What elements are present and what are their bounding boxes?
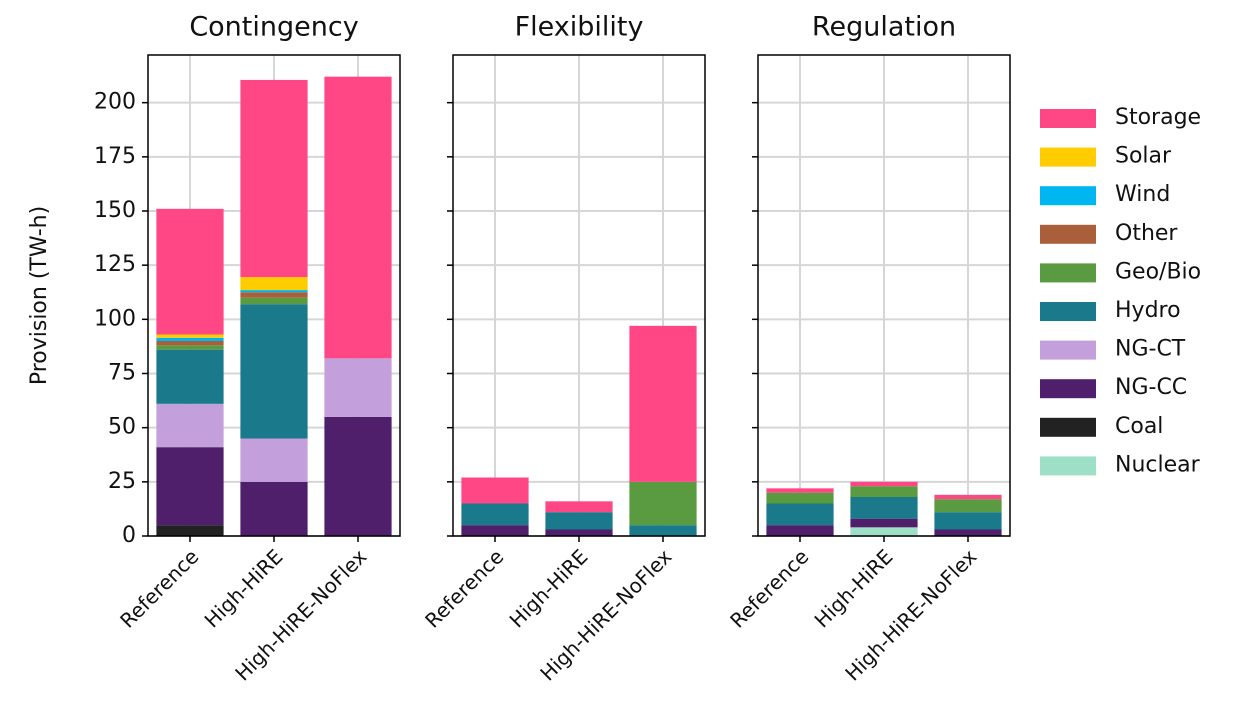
y-tick-label: 75 xyxy=(108,361,136,386)
bar-segment xyxy=(156,337,224,341)
bar-segment xyxy=(545,501,613,513)
bar-segment xyxy=(461,525,529,536)
bar-segment xyxy=(850,481,918,487)
bar-segment xyxy=(240,292,308,298)
bar-segment xyxy=(850,527,918,536)
bar-segment xyxy=(324,416,392,536)
legend-label: Other xyxy=(1115,221,1178,246)
bar-segment xyxy=(629,481,697,526)
legend-label: Geo/Bio xyxy=(1115,259,1201,284)
legend-label: Hydro xyxy=(1115,298,1181,323)
bar-segment xyxy=(461,503,529,526)
bar-segment xyxy=(850,486,918,497)
x-tick-label: High-HiRE xyxy=(200,544,288,632)
legend-label: Storage xyxy=(1115,105,1201,130)
bar-segment xyxy=(766,525,834,536)
legend-swatch xyxy=(1040,186,1096,206)
legend-swatch xyxy=(1040,147,1096,167)
bar-segment xyxy=(324,358,392,417)
legend-label: Wind xyxy=(1115,182,1170,207)
legend-swatch xyxy=(1040,302,1096,321)
panel-title: Regulation xyxy=(812,12,956,43)
y-tick-label: 175 xyxy=(94,144,136,169)
bar-segment xyxy=(156,208,224,335)
y-axis-label: Provision (TW-h) xyxy=(27,206,52,385)
legend-label: NG-CT xyxy=(1115,337,1186,362)
bar-segment xyxy=(156,341,224,346)
legend-swatch xyxy=(1040,263,1096,283)
legend-swatch xyxy=(1040,456,1096,476)
legend-swatch xyxy=(1040,379,1096,399)
bar-segment xyxy=(240,304,308,439)
legend-swatch xyxy=(1040,417,1096,437)
y-tick-label: 100 xyxy=(94,306,136,331)
y-tick-label: 0 xyxy=(122,523,136,548)
bar-segment xyxy=(934,529,1002,536)
bar-segment xyxy=(629,325,697,482)
y-tick-label: 125 xyxy=(94,252,136,277)
x-tick-label: Reference xyxy=(115,544,203,632)
bar-segment xyxy=(934,512,1002,530)
y-tick-label: 25 xyxy=(108,469,136,494)
legend-swatch xyxy=(1040,224,1096,244)
bar-segment xyxy=(934,499,1002,513)
bar-segment xyxy=(240,438,308,482)
x-tick-label: Reference xyxy=(725,544,813,632)
y-tick-label: 200 xyxy=(94,90,136,115)
x-tick-label: High-HiRE xyxy=(810,544,898,632)
bar-segment xyxy=(156,525,224,536)
bar-segment xyxy=(324,76,392,359)
legend-label: Nuclear xyxy=(1115,452,1201,477)
bar-segment xyxy=(850,518,918,528)
bar-segment xyxy=(934,494,1002,500)
bar-segment xyxy=(156,334,224,338)
bar-segment xyxy=(766,488,834,493)
panel-frame xyxy=(452,54,706,537)
bar-segment xyxy=(545,529,613,536)
panel-frame xyxy=(757,54,1011,537)
legend-swatch xyxy=(1040,340,1096,360)
bar-segment xyxy=(766,503,834,526)
bar-segment xyxy=(629,525,697,536)
x-tick-label: High-HiRE xyxy=(505,544,593,632)
bar-segment xyxy=(240,297,308,305)
bar-segment xyxy=(240,481,308,536)
x-tick-label: Reference xyxy=(420,544,508,632)
legend-swatch xyxy=(1040,109,1096,128)
legend-label: Coal xyxy=(1115,414,1163,439)
panel-title: Contingency xyxy=(189,12,358,43)
panel-frame xyxy=(147,54,401,537)
bar-segment xyxy=(156,403,224,448)
bar-segment xyxy=(240,79,308,278)
bar-segment xyxy=(156,345,224,350)
legend-label: Solar xyxy=(1115,144,1172,169)
legend-label: NG-CC xyxy=(1115,375,1187,400)
bar-segment xyxy=(156,349,224,404)
y-tick-label: 50 xyxy=(108,415,136,440)
bar-segment xyxy=(766,492,834,504)
bar-segment xyxy=(156,447,224,526)
bar-segment xyxy=(240,277,308,291)
bar-segment xyxy=(240,290,308,293)
panel-title: Flexibility xyxy=(515,12,644,43)
y-tick-label: 150 xyxy=(94,198,136,223)
bar-segment xyxy=(545,512,613,530)
bar-segment xyxy=(461,477,529,504)
bar-segment xyxy=(850,497,918,519)
